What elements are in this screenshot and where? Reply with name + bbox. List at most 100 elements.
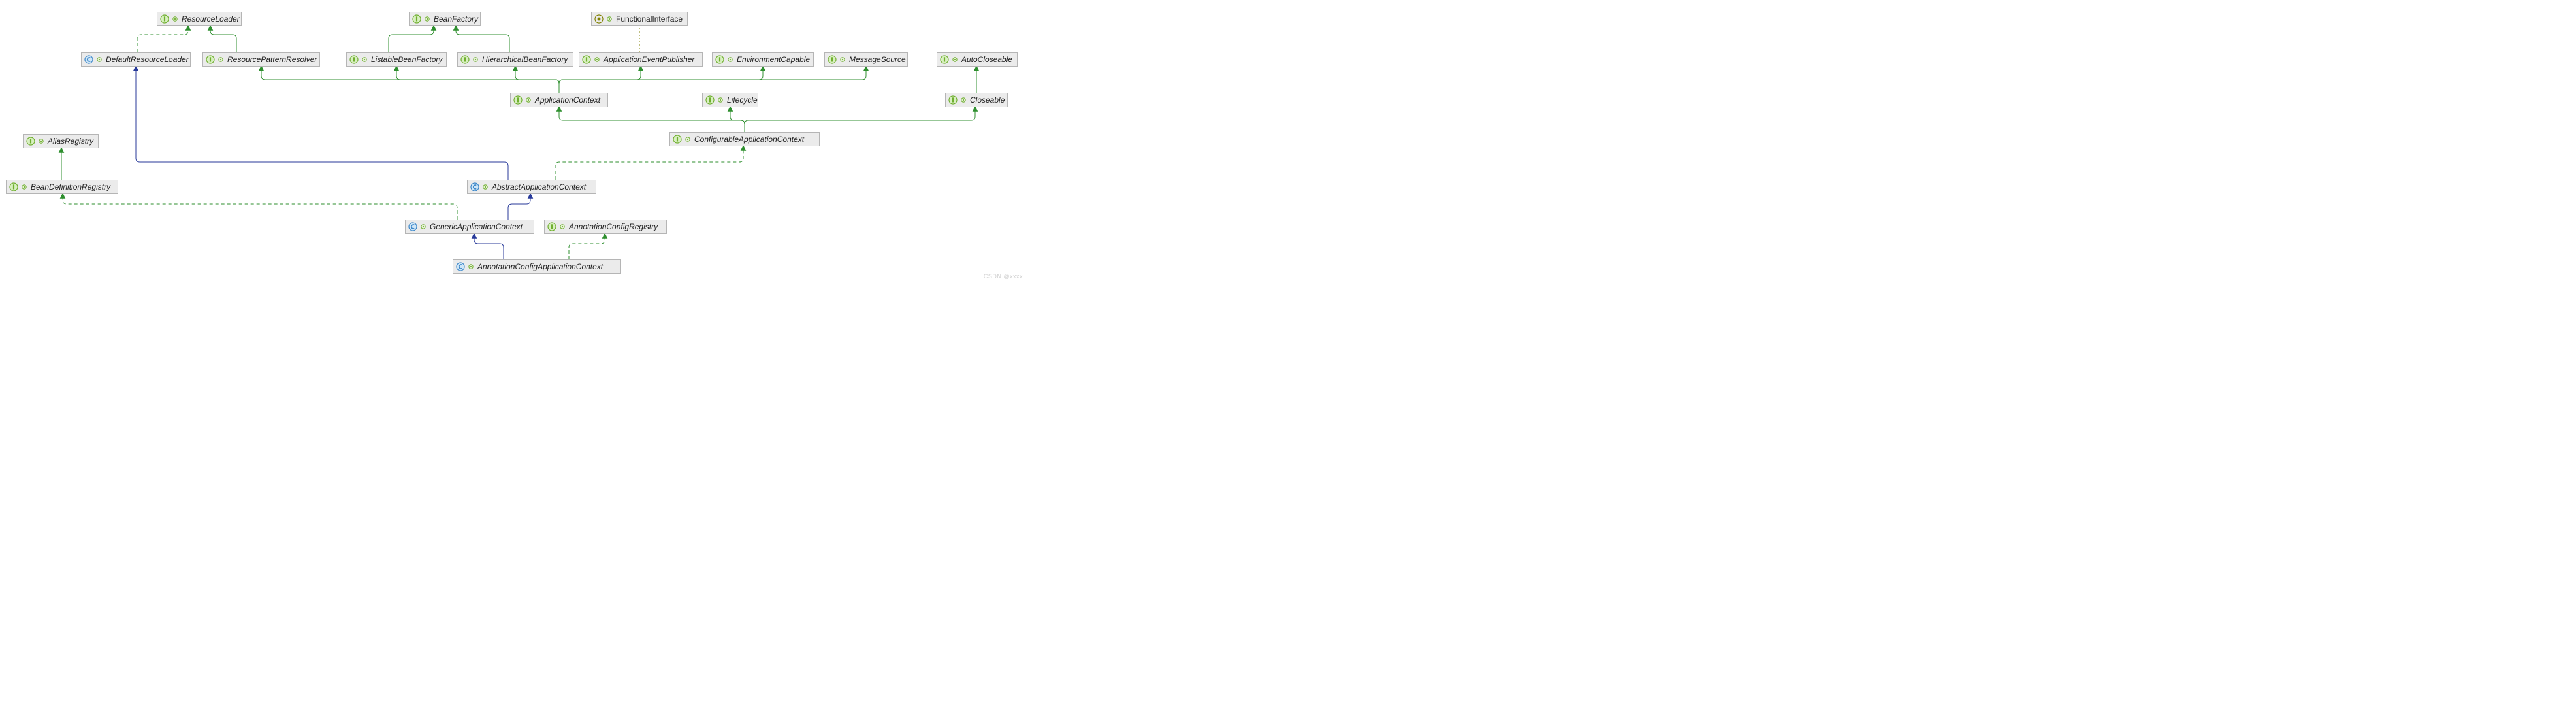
edge-ConfigurableApplicationContext-to-Lifecycle xyxy=(730,107,745,132)
annotation-icon xyxy=(594,14,604,24)
node-label: FunctionalInterface xyxy=(616,14,683,24)
interface-icon xyxy=(948,95,958,105)
modifier-icon xyxy=(960,97,967,103)
node-label: EnvironmentCapable xyxy=(737,55,810,64)
modifier-icon xyxy=(482,184,489,190)
node-HierarchicalBeanFactory[interactable]: HierarchicalBeanFactory xyxy=(457,52,573,67)
edge-layer xyxy=(0,0,1027,282)
interface-icon xyxy=(349,55,359,64)
node-AnnotationConfigApplicationContext[interactable]: AnnotationConfigApplicationContext xyxy=(453,259,621,274)
node-ResourcePatternResolver[interactable]: ResourcePatternResolver xyxy=(202,52,320,67)
modifier-icon xyxy=(172,16,178,22)
node-AliasRegistry[interactable]: AliasRegistry xyxy=(23,134,99,148)
edge-ApplicationContext-to-ApplicationEventPublisher xyxy=(559,67,641,93)
interface-icon xyxy=(160,14,169,24)
modifier-icon xyxy=(420,223,427,230)
node-label: BeanFactory xyxy=(434,14,478,24)
modifier-icon xyxy=(424,16,430,22)
class-icon xyxy=(456,262,465,271)
node-AutoCloseable[interactable]: AutoCloseable xyxy=(937,52,1018,67)
node-label: GenericApplicationContext xyxy=(430,222,523,231)
node-label: ResourcePatternResolver xyxy=(227,55,317,64)
edge-ApplicationContext-to-ListableBeanFactory xyxy=(396,67,559,93)
node-ListableBeanFactory[interactable]: ListableBeanFactory xyxy=(346,52,447,67)
class-icon xyxy=(408,222,417,231)
interface-icon xyxy=(940,55,949,64)
node-DefaultResourceLoader[interactable]: DefaultResourceLoader xyxy=(81,52,191,67)
modifier-icon xyxy=(38,138,44,144)
edge-GenericApplicationContext-to-BeanDefinitionRegistry xyxy=(63,194,457,220)
node-label: AnnotationConfigApplicationContext xyxy=(477,262,603,271)
modifier-icon xyxy=(472,56,479,63)
node-BeanDefinitionRegistry[interactable]: BeanDefinitionRegistry xyxy=(6,180,118,194)
edge-HierarchicalBeanFactory-to-BeanFactory xyxy=(456,26,509,52)
node-ResourceLoader[interactable]: ResourceLoader xyxy=(157,12,242,26)
node-AnnotationConfigRegistry[interactable]: AnnotationConfigRegistry xyxy=(544,220,667,234)
node-label: ApplicationContext xyxy=(535,95,600,105)
node-label: ConfigurableApplicationContext xyxy=(694,135,804,144)
node-Closeable[interactable]: Closeable xyxy=(945,93,1008,107)
interface-icon xyxy=(460,55,470,64)
node-EnvironmentCapable[interactable]: EnvironmentCapable xyxy=(712,52,814,67)
edge-ApplicationContext-to-EnvironmentCapable xyxy=(559,67,763,93)
node-label: AbstractApplicationContext xyxy=(492,182,586,191)
edge-ResourcePatternResolver-to-ResourceLoader xyxy=(210,26,236,52)
class-icon xyxy=(470,182,479,191)
edge-AbstractApplicationContext-to-DefaultResourceLoader xyxy=(136,67,508,180)
interface-icon xyxy=(26,137,35,146)
edge-ConfigurableApplicationContext-to-ApplicationContext xyxy=(559,107,745,132)
interface-icon xyxy=(9,182,18,191)
node-label: AnnotationConfigRegistry xyxy=(569,222,658,231)
node-label: HierarchicalBeanFactory xyxy=(482,55,568,64)
interface-icon xyxy=(547,222,556,231)
node-label: MessageSource xyxy=(849,55,906,64)
modifier-icon xyxy=(952,56,958,63)
modifier-icon xyxy=(468,263,474,270)
modifier-icon xyxy=(717,97,724,103)
node-label: AliasRegistry xyxy=(48,137,93,146)
node-label: BeanDefinitionRegistry xyxy=(31,182,110,191)
modifier-icon xyxy=(21,184,27,190)
node-MessageSource[interactable]: MessageSource xyxy=(824,52,908,67)
watermark: CSDN @xxxx xyxy=(984,273,1023,280)
modifier-icon xyxy=(839,56,846,63)
modifier-icon xyxy=(594,56,600,63)
node-label: AutoCloseable xyxy=(961,55,1012,64)
modifier-icon xyxy=(361,56,368,63)
node-label: ApplicationEventPublisher xyxy=(604,55,694,64)
node-label: Lifecycle xyxy=(727,95,758,105)
edge-ApplicationContext-to-MessageSource xyxy=(559,67,866,93)
edge-ApplicationContext-to-HierarchicalBeanFactory xyxy=(515,67,559,93)
interface-icon xyxy=(206,55,215,64)
modifier-icon xyxy=(96,56,103,63)
node-label: ListableBeanFactory xyxy=(371,55,442,64)
edge-ConfigurableApplicationContext-to-Closeable xyxy=(745,107,975,132)
node-BeanFactory[interactable]: BeanFactory xyxy=(409,12,481,26)
class-icon xyxy=(84,55,93,64)
interface-icon xyxy=(673,135,682,144)
interface-icon xyxy=(828,55,837,64)
interface-icon xyxy=(705,95,715,105)
interface-icon xyxy=(513,95,523,105)
edge-ListableBeanFactory-to-BeanFactory xyxy=(389,26,434,52)
edge-AbstractApplicationContext-to-ConfigurableApplicationContext xyxy=(555,146,743,180)
node-label: Closeable xyxy=(970,95,1005,105)
node-ApplicationEventPublisher[interactable]: ApplicationEventPublisher xyxy=(579,52,703,67)
node-Lifecycle[interactable]: Lifecycle xyxy=(702,93,758,107)
edge-GenericApplicationContext-to-AbstractApplicationContext xyxy=(508,194,530,220)
modifier-icon xyxy=(727,56,733,63)
modifier-icon xyxy=(606,16,613,22)
node-AbstractApplicationContext[interactable]: AbstractApplicationContext xyxy=(467,180,596,194)
node-FunctionalInterface[interactable]: FunctionalInterface xyxy=(591,12,688,26)
node-ApplicationContext[interactable]: ApplicationContext xyxy=(510,93,608,107)
node-ConfigurableApplicationContext[interactable]: ConfigurableApplicationContext xyxy=(669,132,820,146)
modifier-icon xyxy=(559,223,566,230)
modifier-icon xyxy=(684,136,691,142)
node-GenericApplicationContext[interactable]: GenericApplicationContext xyxy=(405,220,534,234)
edge-DefaultResourceLoader-to-ResourceLoader xyxy=(137,26,188,52)
interface-icon xyxy=(582,55,591,64)
edge-AnnotationConfigApplicationContext-to-AnnotationConfigRegistry xyxy=(569,234,605,259)
edge-ApplicationContext-to-ResourcePatternResolver xyxy=(261,67,559,93)
modifier-icon xyxy=(525,97,532,103)
node-label: ResourceLoader xyxy=(182,14,240,24)
